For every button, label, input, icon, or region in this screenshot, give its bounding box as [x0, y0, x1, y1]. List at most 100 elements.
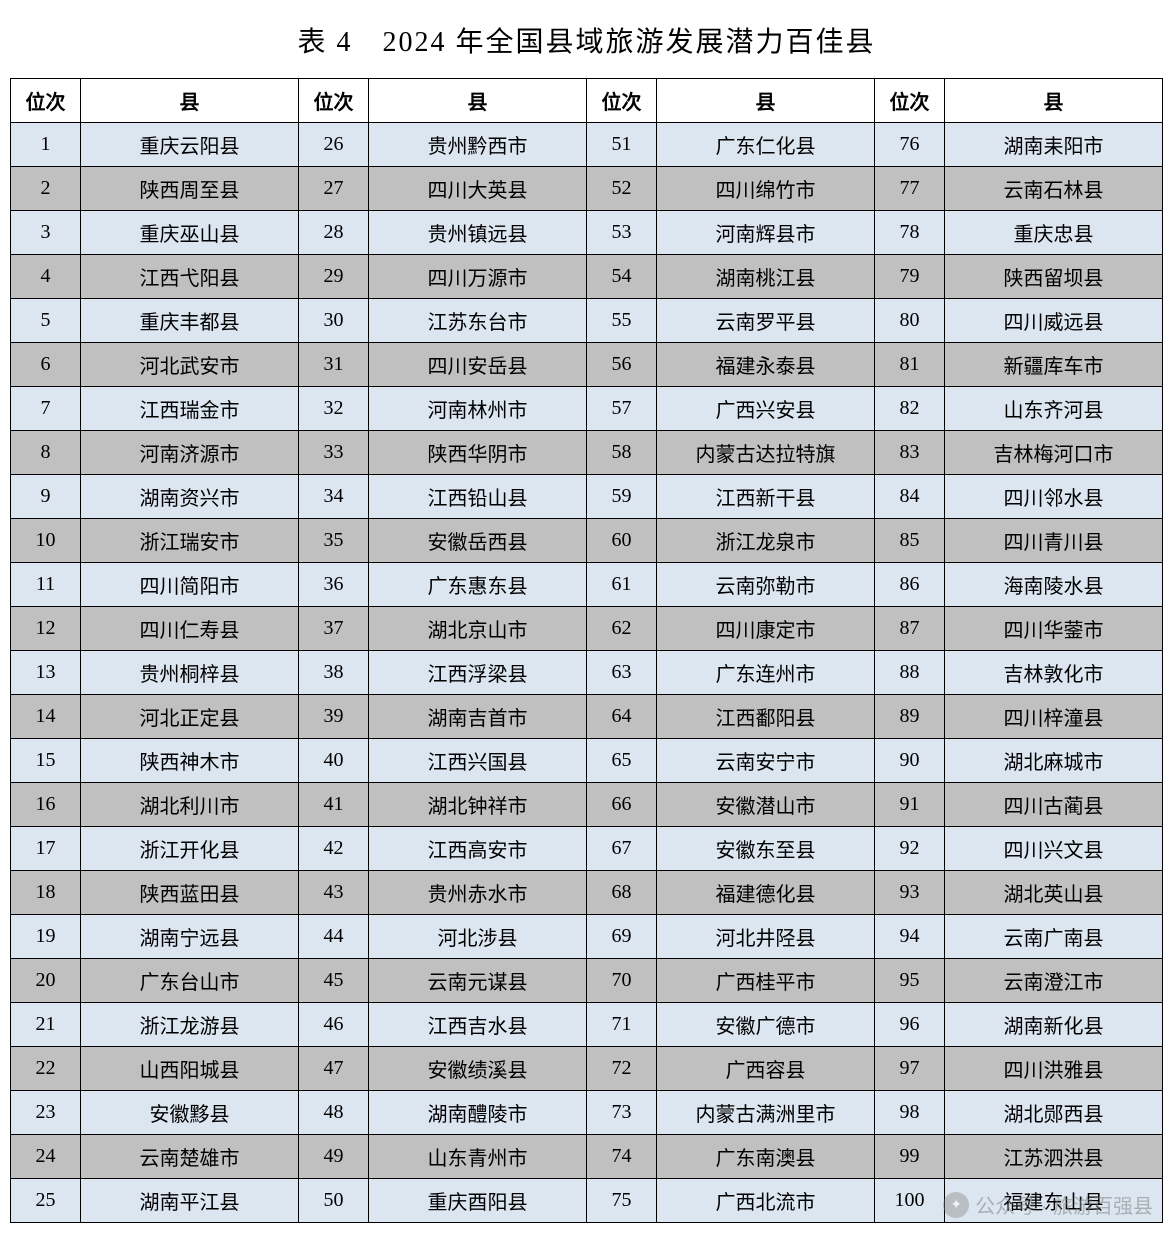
- rank-cell: 97: [875, 1047, 945, 1091]
- rank-cell: 23: [11, 1091, 81, 1135]
- county-cell: 福建永泰县: [657, 343, 875, 387]
- county-cell: 贵州桐梓县: [81, 651, 299, 695]
- county-cell: 广西北流市: [657, 1179, 875, 1223]
- county-cell: 湖北英山县: [945, 871, 1163, 915]
- rank-cell: 36: [299, 563, 369, 607]
- rank-cell: 82: [875, 387, 945, 431]
- county-cell: 新疆库车市: [945, 343, 1163, 387]
- rank-cell: 47: [299, 1047, 369, 1091]
- table-row: 5重庆丰都县30江苏东台市55云南罗平县80四川威远县: [11, 299, 1163, 343]
- county-cell: 湖南新化县: [945, 1003, 1163, 1047]
- table-row: 9湖南资兴市34江西铅山县59江西新干县84四川邻水县: [11, 475, 1163, 519]
- rank-cell: 37: [299, 607, 369, 651]
- table-row: 10浙江瑞安市35安徽岳西县60浙江龙泉市85四川青川县: [11, 519, 1163, 563]
- county-cell: 湖南吉首市: [369, 695, 587, 739]
- county-cell: 四川邻水县: [945, 475, 1163, 519]
- rank-cell: 24: [11, 1135, 81, 1179]
- county-cell: 内蒙古达拉特旗: [657, 431, 875, 475]
- county-cell: 云南弥勒市: [657, 563, 875, 607]
- table-row: 6河北武安市31四川安岳县56福建永泰县81新疆库车市: [11, 343, 1163, 387]
- county-cell: 江西弋阳县: [81, 255, 299, 299]
- rank-cell: 43: [299, 871, 369, 915]
- rank-cell: 65: [587, 739, 657, 783]
- county-cell: 安徽黟县: [81, 1091, 299, 1135]
- table-body: 1重庆云阳县26贵州黔西市51广东仁化县76湖南耒阳市2陕西周至县27四川大英县…: [11, 123, 1163, 1223]
- county-cell: 四川威远县: [945, 299, 1163, 343]
- county-cell: 海南陵水县: [945, 563, 1163, 607]
- rank-cell: 31: [299, 343, 369, 387]
- rank-cell: 53: [587, 211, 657, 255]
- rank-cell: 6: [11, 343, 81, 387]
- county-cell: 广东连州市: [657, 651, 875, 695]
- rank-cell: 40: [299, 739, 369, 783]
- header-county-1: 县: [81, 79, 299, 123]
- county-cell: 重庆丰都县: [81, 299, 299, 343]
- rank-cell: 88: [875, 651, 945, 695]
- county-cell: 重庆云阳县: [81, 123, 299, 167]
- county-cell: 山东齐河县: [945, 387, 1163, 431]
- county-cell: 湖北郧西县: [945, 1091, 1163, 1135]
- rank-cell: 12: [11, 607, 81, 651]
- county-cell: 江西吉水县: [369, 1003, 587, 1047]
- rank-cell: 30: [299, 299, 369, 343]
- rank-cell: 33: [299, 431, 369, 475]
- county-cell: 四川万源市: [369, 255, 587, 299]
- rank-cell: 80: [875, 299, 945, 343]
- rank-cell: 7: [11, 387, 81, 431]
- county-cell: 湖南宁远县: [81, 915, 299, 959]
- rank-cell: 68: [587, 871, 657, 915]
- rank-cell: 42: [299, 827, 369, 871]
- rank-cell: 13: [11, 651, 81, 695]
- county-cell: 湖北利川市: [81, 783, 299, 827]
- county-cell: 云南石林县: [945, 167, 1163, 211]
- rank-cell: 21: [11, 1003, 81, 1047]
- rank-cell: 96: [875, 1003, 945, 1047]
- county-cell: 陕西华阴市: [369, 431, 587, 475]
- county-cell: 重庆酉阳县: [369, 1179, 587, 1223]
- county-cell: 安徽潜山市: [657, 783, 875, 827]
- rank-cell: 9: [11, 475, 81, 519]
- county-cell: 湖北京山市: [369, 607, 587, 651]
- county-cell: 贵州黔西市: [369, 123, 587, 167]
- rank-cell: 69: [587, 915, 657, 959]
- county-cell: 广东台山市: [81, 959, 299, 1003]
- county-cell: 广东南澳县: [657, 1135, 875, 1179]
- county-cell: 广西容县: [657, 1047, 875, 1091]
- county-cell: 四川洪雅县: [945, 1047, 1163, 1091]
- rank-cell: 58: [587, 431, 657, 475]
- table-row: 13贵州桐梓县38江西浮梁县63广东连州市88吉林敦化市: [11, 651, 1163, 695]
- header-rank-4: 位次: [875, 79, 945, 123]
- county-cell: 湖南耒阳市: [945, 123, 1163, 167]
- table-row: 8河南济源市33陕西华阴市58内蒙古达拉特旗83吉林梅河口市: [11, 431, 1163, 475]
- rank-cell: 38: [299, 651, 369, 695]
- rank-cell: 32: [299, 387, 369, 431]
- rank-cell: 57: [587, 387, 657, 431]
- county-cell: 福建东山县: [945, 1179, 1163, 1223]
- table-row: 25湖南平江县50重庆酉阳县75广西北流市100福建东山县: [11, 1179, 1163, 1223]
- rank-cell: 71: [587, 1003, 657, 1047]
- rank-cell: 98: [875, 1091, 945, 1135]
- table-row: 12四川仁寿县37湖北京山市62四川康定市87四川华蓥市: [11, 607, 1163, 651]
- county-cell: 江西新干县: [657, 475, 875, 519]
- county-cell: 福建德化县: [657, 871, 875, 915]
- county-cell: 江西兴国县: [369, 739, 587, 783]
- county-cell: 河南辉县市: [657, 211, 875, 255]
- rank-cell: 62: [587, 607, 657, 651]
- rank-cell: 20: [11, 959, 81, 1003]
- county-cell: 云南广南县: [945, 915, 1163, 959]
- rank-cell: 11: [11, 563, 81, 607]
- county-cell: 云南楚雄市: [81, 1135, 299, 1179]
- rank-cell: 100: [875, 1179, 945, 1223]
- rank-cell: 85: [875, 519, 945, 563]
- county-cell: 四川安岳县: [369, 343, 587, 387]
- rank-cell: 22: [11, 1047, 81, 1091]
- rank-cell: 60: [587, 519, 657, 563]
- county-cell: 四川康定市: [657, 607, 875, 651]
- county-cell: 四川绵竹市: [657, 167, 875, 211]
- county-cell: 陕西留坝县: [945, 255, 1163, 299]
- county-cell: 云南元谋县: [369, 959, 587, 1003]
- table-row: 11四川简阳市36广东惠东县61云南弥勒市86海南陵水县: [11, 563, 1163, 607]
- county-cell: 山西阳城县: [81, 1047, 299, 1091]
- rank-cell: 99: [875, 1135, 945, 1179]
- rank-cell: 15: [11, 739, 81, 783]
